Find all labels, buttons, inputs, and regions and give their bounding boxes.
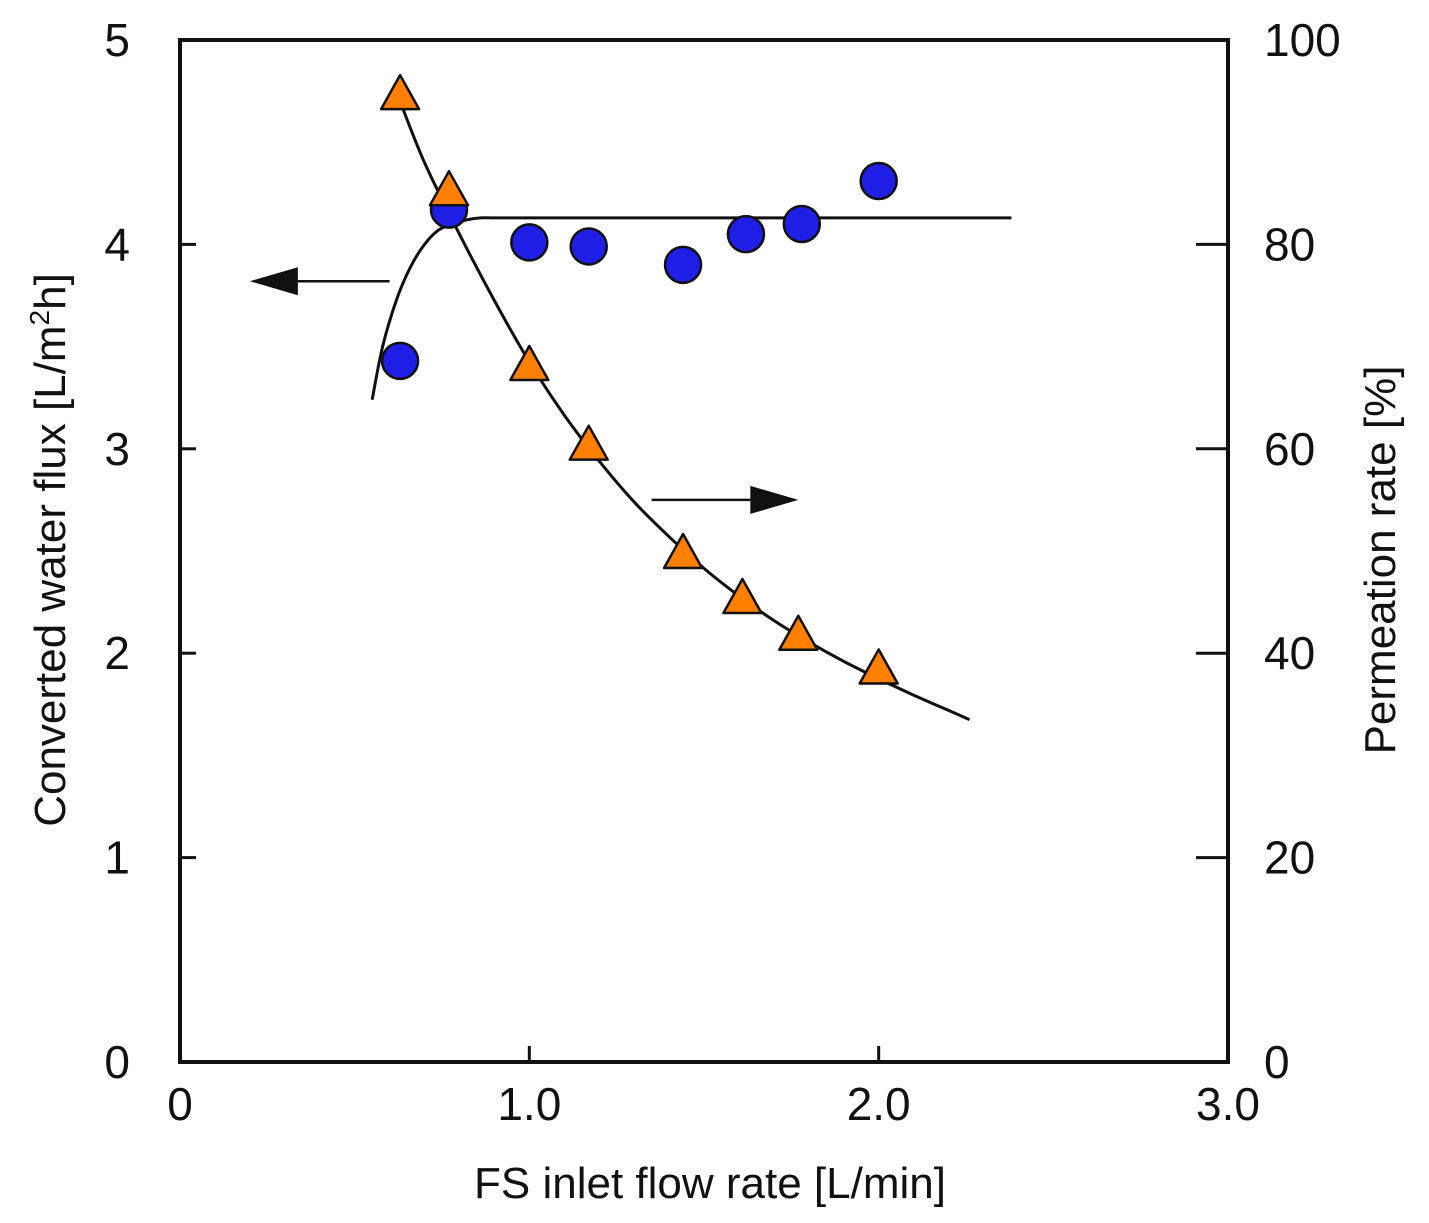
y-left-tick-label-0: 0: [104, 1036, 130, 1088]
y-left-tick-label-3: 3: [104, 423, 130, 475]
x-tick-label-0: 0: [167, 1078, 193, 1130]
flux-point-2: [510, 223, 549, 262]
y-left-tick-label-2: 2: [104, 627, 130, 679]
flux-point-0: [380, 341, 420, 381]
x-tick-label-3: 3.0: [1196, 1078, 1260, 1130]
flux-point-4: [663, 245, 703, 285]
axis-arrows: [249, 267, 799, 514]
labels: FS inlet flow rate [L/min] Converted wat…: [24, 273, 1405, 1208]
y-right-tick-label-1: 20: [1264, 832, 1315, 884]
y-axis-right-label: Permeation rate [%]: [1356, 366, 1405, 755]
fit-curves: [370, 100, 1012, 722]
arrow-head-left: [249, 267, 298, 296]
arrow-head-right: [750, 485, 799, 514]
y-axis-left-label-suffix: h]: [26, 273, 75, 310]
x-tick-label-1: 1.0: [497, 1078, 561, 1130]
flux-point-5: [726, 214, 766, 254]
permeation-point-2: [509, 344, 550, 382]
y-axis-left-label-prefix: Converted water flux [L/m: [26, 325, 75, 826]
y-right-tick-label-4: 80: [1264, 218, 1315, 270]
y-left-tick-label-1: 1: [104, 832, 130, 884]
fit-curve-0: [370, 216, 1012, 401]
permeation-point-3: [568, 424, 609, 461]
permeation-point-4: [662, 532, 704, 570]
x-tick-label-2: 2.0: [847, 1078, 911, 1130]
permeation-point-0: [379, 73, 421, 111]
y-left-tick-label-4: 4: [104, 218, 130, 270]
x-axis-label: FS inlet flow rate [L/min]: [474, 1159, 946, 1208]
plot-frame: [178, 38, 1230, 1064]
permeation-point-5: [722, 577, 763, 615]
flux-point-3: [569, 227, 608, 266]
y-left-tick-label-5: 5: [104, 14, 130, 66]
flux-point-7: [859, 161, 898, 201]
y-right-tick-label-5: 100: [1264, 14, 1341, 66]
y-axis-left-label: Converted water flux [L/m2h]: [24, 273, 75, 827]
permeation-point-7: [858, 648, 899, 685]
flux-point-6: [782, 204, 822, 244]
y-axis-left-label-superscript: 2: [24, 310, 55, 326]
y-right-tick-label-2: 40: [1264, 627, 1315, 679]
y-right-tick-label-0: 0: [1264, 1036, 1290, 1088]
y-right-tick-label-3: 60: [1264, 423, 1315, 475]
data-markers: [379, 73, 899, 685]
permeation-point-6: [778, 614, 819, 652]
permeation-point-1: [428, 169, 470, 207]
